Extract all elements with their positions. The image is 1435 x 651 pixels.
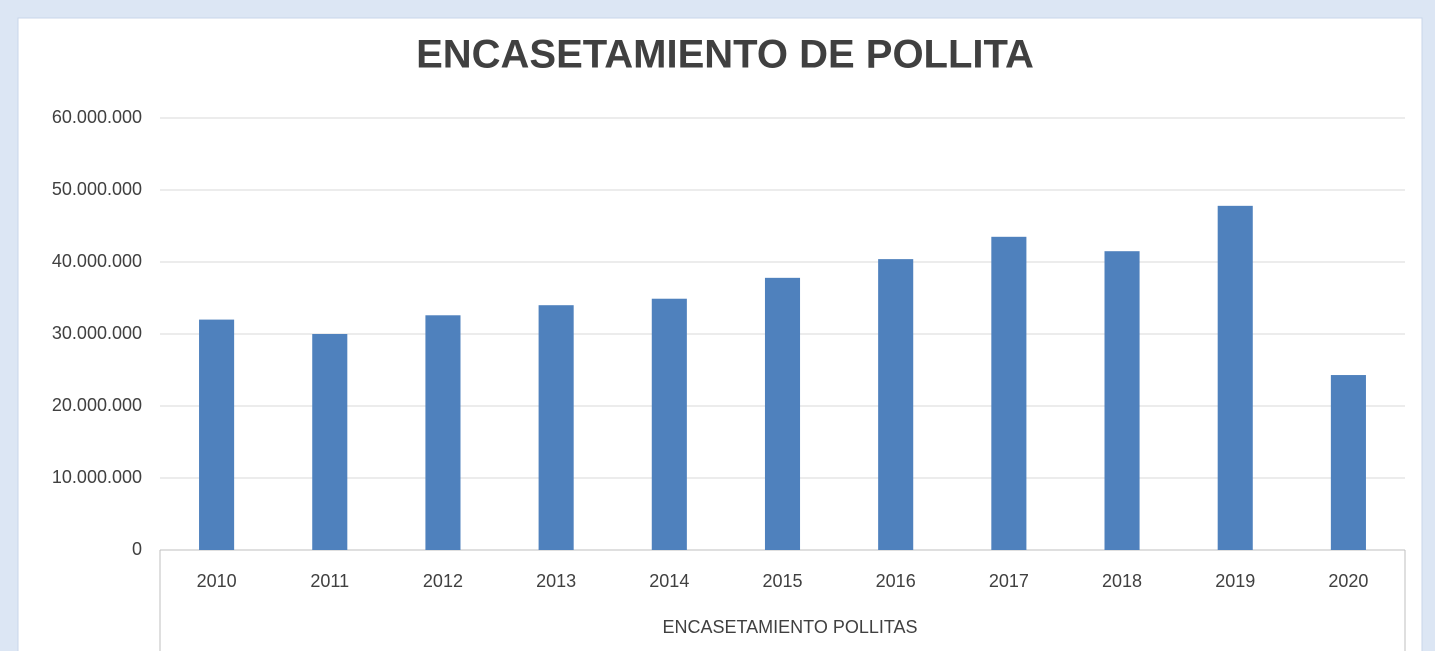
bar: [878, 259, 914, 550]
x-tick-label: 2014: [649, 571, 689, 591]
y-tick-label: 0: [132, 539, 142, 559]
x-tick-label: 2018: [1102, 571, 1142, 591]
x-tick-label: 2016: [876, 571, 916, 591]
y-tick-label: 60.000.000: [52, 107, 142, 127]
bar: [651, 298, 687, 550]
x-tick-label: 2020: [1328, 571, 1368, 591]
y-tick-label: 10.000.000: [52, 467, 142, 487]
x-tick-label: 2019: [1215, 571, 1255, 591]
bar: [425, 315, 461, 550]
y-tick-label: 50.000.000: [52, 179, 142, 199]
bar: [199, 319, 235, 550]
x-tick-label: 2011: [310, 571, 349, 591]
bar: [1330, 375, 1366, 550]
y-tick-label: 20.000.000: [52, 395, 142, 415]
bar: [1217, 205, 1253, 550]
bar: [1104, 251, 1140, 550]
y-tick-label: 40.000.000: [52, 251, 142, 271]
bar: [312, 334, 348, 550]
chart-title: ENCASETAMIENTO DE POLLITA: [416, 33, 1034, 77]
x-axis-label: ENCASETAMIENTO POLLITAS: [662, 617, 917, 637]
bar: [538, 305, 574, 550]
bar: [991, 236, 1027, 551]
x-tick-label: 2017: [989, 571, 1029, 591]
x-tick-label: 2010: [197, 571, 237, 591]
x-tick-label: 2013: [536, 571, 576, 591]
x-tick-label: 2012: [423, 571, 463, 591]
bar: [764, 277, 801, 550]
x-tick-label: 2015: [762, 571, 802, 591]
y-tick-label: 30.000.000: [52, 323, 142, 343]
